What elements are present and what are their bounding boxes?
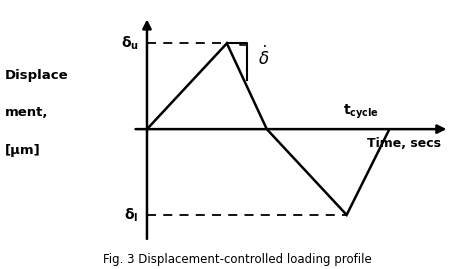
Text: Fig. 3 Displacement-controlled loading profile: Fig. 3 Displacement-controlled loading p… [103,253,371,266]
Text: Displace: Displace [5,69,68,82]
Text: $\mathbf{\delta_l}$: $\mathbf{\delta_l}$ [124,206,138,224]
Text: ment,: ment, [5,107,48,119]
Text: $\mathbf{t_{cycle}}$: $\mathbf{t_{cycle}}$ [343,102,379,121]
Text: $\mathbf{\delta_u}$: $\mathbf{\delta_u}$ [120,35,138,52]
Text: Time, secs: Time, secs [367,137,441,150]
Text: [μm]: [μm] [5,144,40,157]
Text: $\dot{\delta}$: $\dot{\delta}$ [258,46,270,69]
